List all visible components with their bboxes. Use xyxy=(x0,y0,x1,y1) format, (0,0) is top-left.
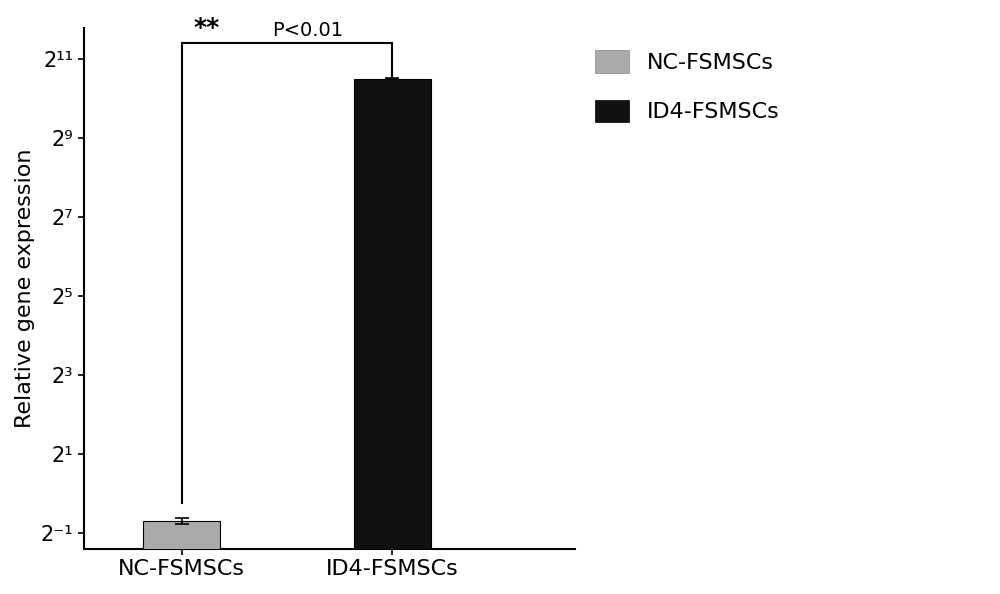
Bar xyxy=(354,78,431,594)
Legend: NC-FSMSCs, ID4-FSMSCs: NC-FSMSCs, ID4-FSMSCs xyxy=(595,50,779,122)
Bar xyxy=(143,521,220,594)
Y-axis label: Relative gene expression: Relative gene expression xyxy=(15,148,35,428)
Text: **: ** xyxy=(194,17,220,40)
Text: P<0.01: P<0.01 xyxy=(272,21,344,40)
